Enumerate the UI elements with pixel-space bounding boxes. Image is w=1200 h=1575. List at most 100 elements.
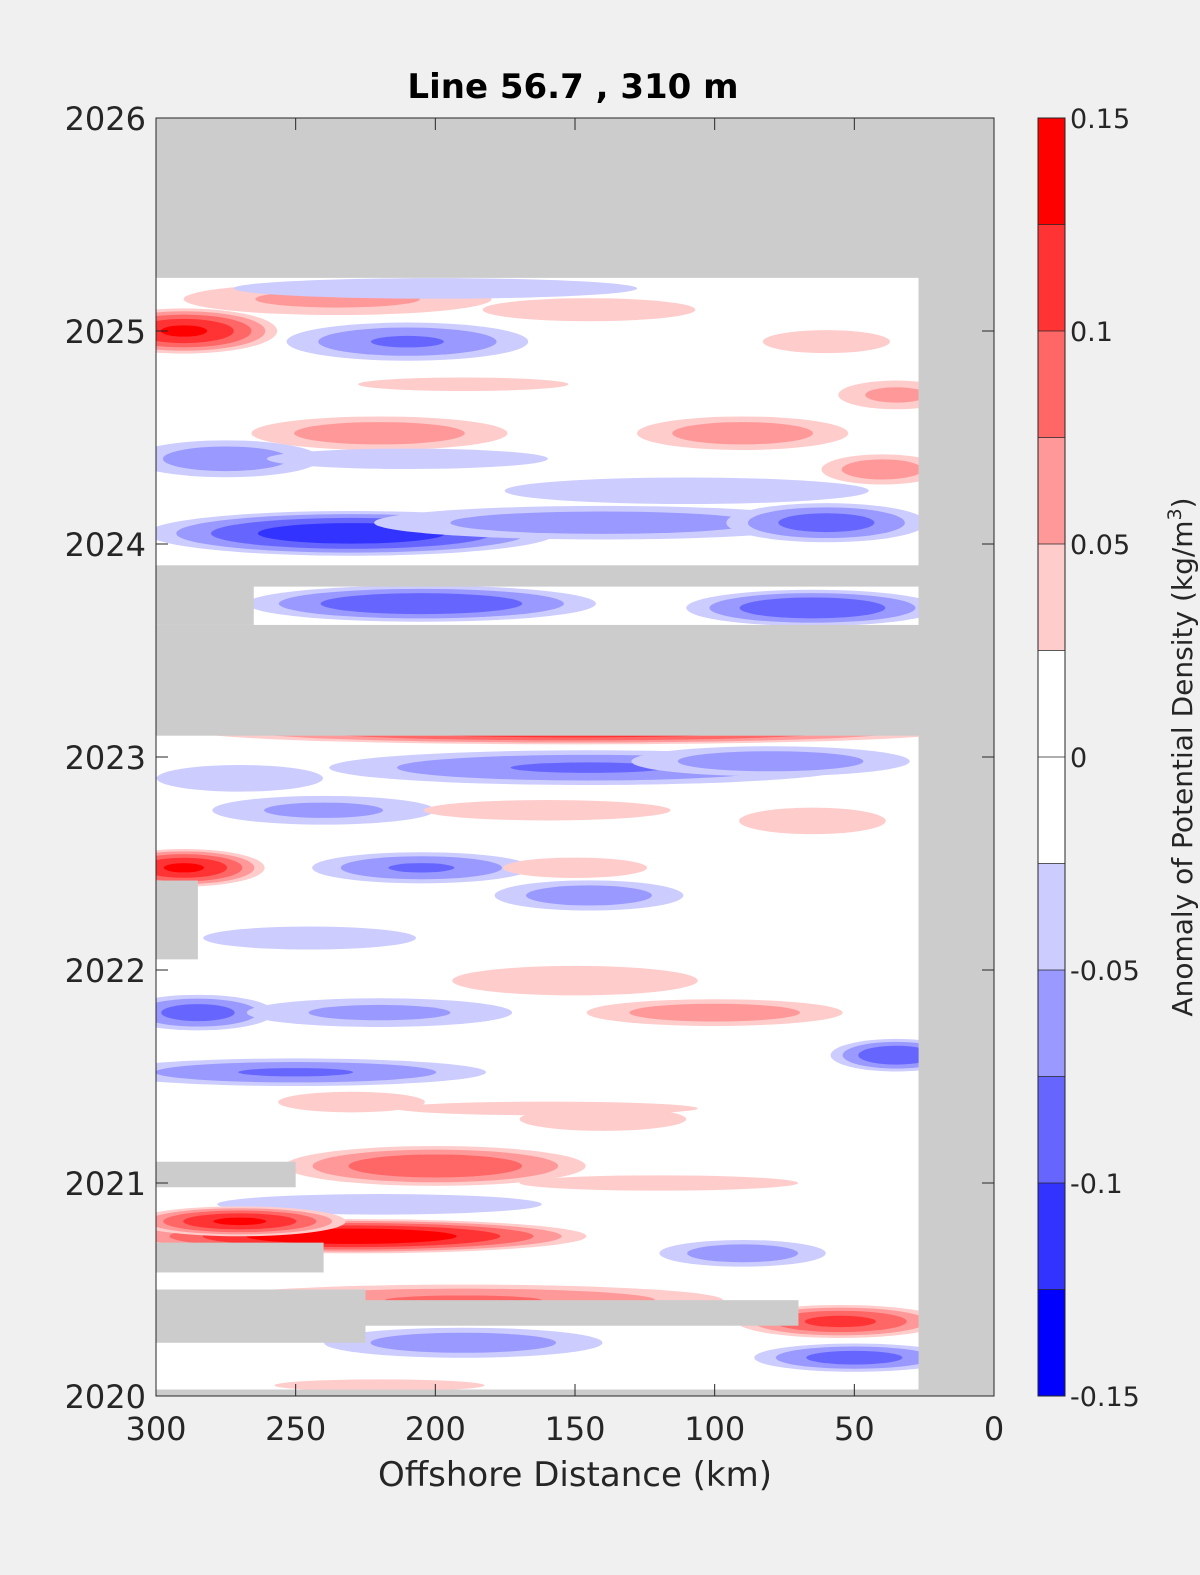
colorbar-bin xyxy=(1038,1076,1065,1183)
y-tick-label: 2021 xyxy=(65,1165,146,1203)
anomaly-feature xyxy=(312,852,531,884)
contour-band xyxy=(274,1379,485,1390)
anomaly-feature xyxy=(502,857,648,878)
y-tick-label: 2024 xyxy=(65,526,146,564)
colorbar-bin xyxy=(1038,1289,1065,1396)
anomaly-feature xyxy=(233,278,638,299)
colorbar-label-tail: ) xyxy=(1166,497,1199,508)
contour-band xyxy=(388,863,455,873)
anomaly-feature xyxy=(423,800,671,821)
colorbar-bin xyxy=(1038,863,1065,970)
anomaly-feature xyxy=(203,926,416,950)
anomaly-feature xyxy=(156,1206,346,1237)
colorbar-bin xyxy=(1038,224,1065,331)
x-tick-label: 0 xyxy=(984,1410,1004,1448)
contour-band xyxy=(858,1045,919,1065)
anomaly-feature xyxy=(482,298,696,322)
anomaly-feature xyxy=(266,448,548,469)
anomaly-feature xyxy=(156,440,321,478)
no-data-band xyxy=(156,1289,366,1343)
anomaly-feature xyxy=(830,1038,919,1072)
anomaly-feature xyxy=(358,377,569,392)
x-tick-label: 250 xyxy=(265,1410,326,1448)
anomaly-feature xyxy=(637,416,849,451)
x-axis-label: Offshore Distance (km) xyxy=(378,1455,772,1495)
contour-band xyxy=(778,513,875,533)
x-tick-label: 50 xyxy=(834,1410,875,1448)
contour-band xyxy=(320,593,523,615)
contour-band xyxy=(213,1217,267,1226)
anomaly-feature xyxy=(274,1379,485,1390)
no-data-band xyxy=(156,624,994,736)
contour-band xyxy=(629,1003,800,1022)
anomaly-feature xyxy=(246,585,596,622)
contour-band xyxy=(510,762,668,773)
contour-band xyxy=(841,459,919,480)
contour-band xyxy=(519,1175,799,1191)
colorbar-bin xyxy=(1038,970,1065,1077)
contour-band xyxy=(806,1350,903,1365)
anomaly-feature xyxy=(374,505,832,540)
anomaly-feature xyxy=(519,1107,687,1131)
no-data-bands xyxy=(156,565,994,1343)
y-tick-label: 2020 xyxy=(65,1378,146,1416)
colorbar-label-sup: 3 xyxy=(1164,508,1186,520)
anomaly-feature xyxy=(504,477,869,505)
plot-area xyxy=(155,117,995,1397)
contour-band xyxy=(519,1107,687,1131)
contour-band xyxy=(162,446,289,472)
contour-band xyxy=(677,751,864,772)
x-tick-label: 150 xyxy=(544,1410,605,1448)
anomaly-feature xyxy=(686,589,919,627)
anomaly-feature xyxy=(246,998,513,1027)
colorbar-border xyxy=(1037,117,1066,1397)
x-tick-labels: 300 250 200 150 100 50 0 xyxy=(125,1410,1004,1448)
contour-band xyxy=(762,330,890,354)
contour-band xyxy=(278,1091,425,1113)
anomaly-feature xyxy=(586,999,843,1026)
chart-title: Line 56.7 , 310 m xyxy=(407,67,738,107)
contour-band xyxy=(233,278,638,299)
contour-band xyxy=(161,1004,235,1022)
anomaly-feature xyxy=(754,1343,919,1372)
anomaly-feature xyxy=(821,454,919,485)
contour-band xyxy=(423,800,671,821)
contour-band xyxy=(163,863,205,873)
anomaly-feature xyxy=(324,1327,603,1358)
contour-band xyxy=(348,1154,523,1178)
contour-band xyxy=(672,422,813,445)
colorbar-bin xyxy=(1038,437,1065,544)
contour-band xyxy=(739,597,886,619)
colorbar-bin xyxy=(1038,118,1065,225)
anomaly-feature xyxy=(659,1239,826,1267)
anomaly-feature xyxy=(156,765,324,792)
anomaly-field xyxy=(156,277,919,1390)
contour-band xyxy=(266,448,548,469)
no-data-band xyxy=(156,565,994,587)
contour-band xyxy=(238,1068,354,1077)
contour-band xyxy=(203,926,416,950)
contour-band xyxy=(739,807,886,835)
contour-band xyxy=(804,1315,876,1328)
no-data-band xyxy=(156,1242,324,1273)
anomaly-feature xyxy=(156,848,265,887)
anomaly-feature xyxy=(278,1091,425,1113)
no-data-band xyxy=(156,880,198,960)
contour-band xyxy=(526,885,652,906)
contour-band xyxy=(308,1004,451,1021)
anomaly-feature xyxy=(212,795,435,825)
colorbar-label-main: Anomaly of Potential Density (kg/m xyxy=(1166,520,1199,1016)
no-data-band xyxy=(156,1161,296,1188)
contour-band xyxy=(264,802,384,818)
contour-band xyxy=(450,511,756,534)
contour-band xyxy=(452,965,698,996)
colorbar-tick-label: 0.15 xyxy=(1070,104,1130,135)
anomaly-feature xyxy=(156,308,278,354)
colorbar-tick-label: -0.1 xyxy=(1070,1169,1123,1200)
y-tick-label: 2023 xyxy=(65,739,146,777)
contour-band xyxy=(687,1244,799,1263)
colorbar-bin xyxy=(1038,331,1065,438)
anomaly-feature xyxy=(739,807,886,835)
y-tick-label: 2025 xyxy=(65,313,146,351)
